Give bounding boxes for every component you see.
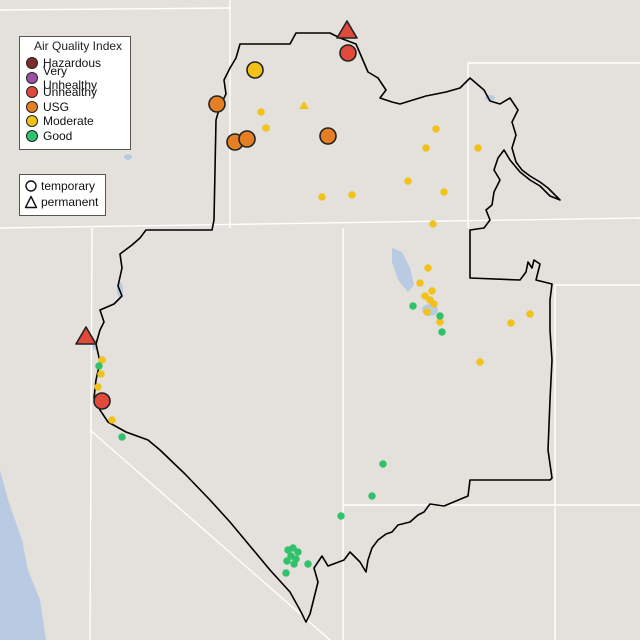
moderate-small-points — [94, 108, 534, 424]
legend-item-moderate: Moderate — [26, 114, 124, 129]
station-usg — [208, 95, 226, 113]
station-good — [283, 557, 291, 565]
station-moderate — [348, 191, 356, 199]
station-moderate — [421, 292, 429, 300]
station-moderate — [423, 308, 431, 316]
station-moderate — [526, 310, 534, 318]
station-good — [409, 302, 417, 310]
legend-item-temporary: temporary — [24, 178, 101, 194]
station-moderate — [404, 177, 412, 185]
permanent-moderate-marker — [299, 101, 309, 109]
station-moderate — [428, 287, 436, 295]
station-moderate — [476, 358, 484, 366]
legend-item-very-unhealthy: Very Unhealthy — [26, 64, 124, 92]
legend-label: Unhealthy — [43, 85, 98, 100]
legend-label: temporary — [41, 179, 96, 193]
station-good — [118, 433, 126, 441]
legend-label: Very Unhealthy — [43, 63, 98, 92]
legend-label: permanent — [41, 195, 99, 209]
station-good — [294, 548, 302, 556]
usg-swatch — [26, 100, 38, 113]
good-small-points — [95, 302, 446, 577]
station-usg — [238, 130, 256, 148]
circle-icon — [25, 180, 37, 192]
station-moderate — [432, 125, 440, 133]
permanent-unhealthy-marker — [75, 326, 97, 345]
station-moderate — [262, 124, 270, 132]
temporary-monitors — [93, 44, 357, 410]
station-moderate — [474, 144, 482, 152]
station-moderate — [318, 193, 326, 201]
pacific-ocean — [0, 470, 46, 640]
station-good — [368, 492, 376, 500]
good-swatch — [26, 129, 38, 142]
station-good — [436, 312, 444, 320]
station-usg — [319, 127, 337, 145]
legend-item-permanent: permanent — [24, 194, 101, 210]
station-moderate — [416, 279, 424, 287]
station-moderate — [108, 416, 116, 424]
station-moderate — [507, 319, 515, 327]
station-good — [379, 460, 387, 468]
permanent-monitors — [75, 20, 358, 345]
legend-label: Moderate — [43, 114, 94, 129]
triangle-icon — [24, 195, 38, 209]
station-good — [95, 362, 103, 370]
very-unhealthy-swatch — [26, 71, 38, 84]
unhealthy-swatch — [26, 86, 38, 99]
station-good — [438, 328, 446, 336]
station-good — [304, 560, 312, 568]
station-moderate — [257, 108, 265, 116]
station-moderate — [97, 370, 105, 378]
moderate-swatch — [26, 115, 38, 128]
hazardous-swatch — [26, 57, 38, 70]
legend-label: Good — [43, 128, 73, 143]
region-boundary — [93, 32, 561, 623]
legend-label: USG — [43, 99, 70, 114]
aqi-legend: Air Quality Index Hazardous Very Unhealt… — [19, 36, 131, 150]
station-unhealthy — [339, 44, 357, 62]
station-moderate — [94, 383, 102, 391]
legend-title: Air Quality Index — [34, 39, 123, 53]
permanent-unhealthy-marker — [336, 20, 358, 39]
legend-item-good: Good — [26, 129, 124, 144]
station-good — [289, 544, 297, 552]
legend-item-unhealthy: Unhealthy — [26, 85, 124, 100]
station-good — [337, 512, 345, 520]
station-moderate — [430, 300, 438, 308]
station-moderate — [429, 220, 437, 228]
legend-item-usg: USG — [26, 100, 124, 115]
station-good — [282, 569, 290, 577]
station-moderate — [98, 356, 106, 364]
station-moderate — [422, 144, 430, 152]
station-moderate-large — [246, 61, 264, 79]
legend-item-hazardous: Hazardous — [26, 56, 124, 71]
station-moderate — [440, 188, 448, 196]
monitor-type-legend: temporary permanent — [19, 174, 106, 216]
station-moderate — [424, 264, 432, 272]
station-unhealthy — [93, 392, 111, 410]
station-good — [290, 560, 298, 568]
legend-label: Hazardous — [43, 56, 102, 71]
